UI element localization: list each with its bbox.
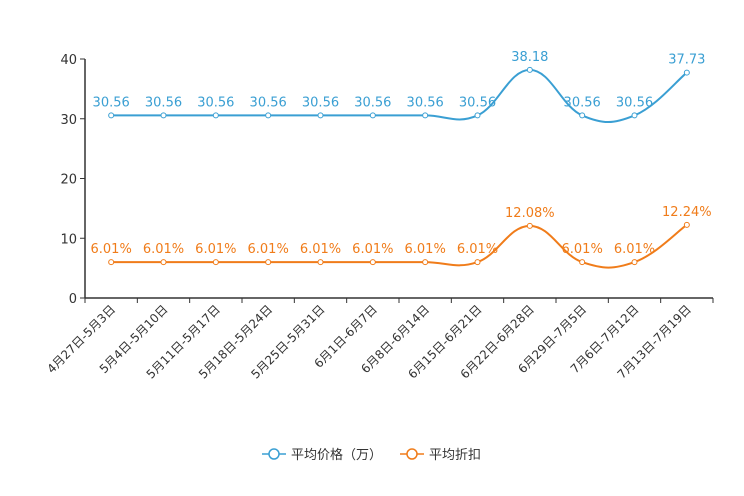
series-0-point[interactable]	[631, 112, 638, 119]
series-0-point[interactable]	[579, 112, 586, 119]
series-0-data-label: 37.73	[668, 53, 705, 68]
series-0-point[interactable]	[317, 112, 324, 119]
series-0-point[interactable]	[526, 66, 533, 73]
series-1-data-label: 6.01%	[614, 242, 655, 257]
legend-marker-icon	[268, 448, 280, 460]
series-0-point[interactable]	[422, 112, 429, 119]
series-0-data-label: 30.56	[93, 95, 130, 110]
series-1-data-label: 6.01%	[195, 242, 236, 257]
series-1-point[interactable]	[265, 259, 272, 266]
series-0-data-label: 38.18	[511, 50, 548, 65]
series-0-point[interactable]	[369, 112, 376, 119]
y-tick-label: 40	[60, 53, 77, 68]
y-tick-label: 20	[60, 173, 77, 188]
series-0-point[interactable]	[108, 112, 115, 119]
series-1-data-label: 6.01%	[300, 242, 341, 257]
series-0-point[interactable]	[683, 69, 690, 76]
series-0-data-label: 30.56	[564, 95, 601, 110]
series-1-point[interactable]	[212, 259, 219, 266]
series-0-point[interactable]	[265, 112, 272, 119]
series-1-point[interactable]	[526, 222, 533, 229]
series-1-data-label: 6.01%	[405, 242, 446, 257]
series-0-point[interactable]	[160, 112, 167, 119]
series-1-point[interactable]	[108, 259, 115, 266]
legend[interactable]: 平均价格（万） 平均折扣	[262, 447, 481, 463]
y-tick-label: 10	[60, 232, 77, 247]
series-layer: 30.56 30.56 30.56 30.56 30.56 30.56 30.56 30.56…	[91, 50, 712, 269]
series-0-point[interactable]	[212, 112, 219, 119]
series-0-data-label: 30.56	[302, 95, 339, 110]
series-1-point[interactable]	[579, 259, 586, 266]
series-0-data-label: 30.56	[145, 95, 182, 110]
series-1-point[interactable]	[631, 259, 638, 266]
series-0-data-label: 30.56	[616, 95, 653, 110]
series-1-data-label: 6.01%	[91, 242, 132, 257]
series-1-point[interactable]	[474, 259, 481, 266]
series-1-point[interactable]	[160, 259, 167, 266]
series-0-data-label: 30.56	[459, 95, 496, 110]
series-0-data-label: 30.56	[197, 95, 234, 110]
y-tick-label: 0	[69, 292, 77, 307]
series-0-data-label: 30.56	[354, 95, 391, 110]
series-0-point[interactable]	[474, 112, 481, 119]
series-0: 30.56 30.56 30.56 30.56 30.56 30.56 30.56 30.56…	[93, 50, 705, 124]
x-axis: 4月27日-5月3日5月4日-5月10日5月11日-5月17日5月18日-5月2…	[44, 297, 714, 382]
series-1-data-label: 6.01%	[457, 242, 498, 257]
series-1-point[interactable]	[369, 259, 376, 266]
series-1-data-label: 12.08%	[505, 206, 555, 221]
series-1-point[interactable]	[422, 259, 429, 266]
legend-item-0[interactable]: 平均价格（万）	[262, 447, 382, 463]
series-1-point[interactable]	[683, 221, 690, 228]
legend-marker-icon	[406, 448, 418, 460]
legend-item-1[interactable]: 平均折扣	[400, 448, 481, 463]
series-1-data-label: 12.24%	[662, 205, 712, 220]
series-1-data-label: 6.01%	[248, 242, 289, 257]
y-tick-label: 30	[60, 113, 77, 128]
legend-label: 平均价格（万）	[291, 447, 382, 463]
series-1-data-label: 6.01%	[143, 242, 184, 257]
series-1-point[interactable]	[317, 259, 324, 266]
series-1: 6.01% 6.01% 6.01% 6.01% 6.01% 6.01% 6.01% 6.01%…	[91, 205, 712, 269]
series-0-data-label: 30.56	[250, 95, 287, 110]
legend-label: 平均折扣	[429, 448, 481, 463]
y-axis: 0 10 20 30 40	[60, 53, 86, 307]
series-1-data-label: 6.01%	[562, 242, 603, 257]
series-0-data-label: 30.56	[407, 95, 444, 110]
series-1-data-label: 6.01%	[352, 242, 393, 257]
